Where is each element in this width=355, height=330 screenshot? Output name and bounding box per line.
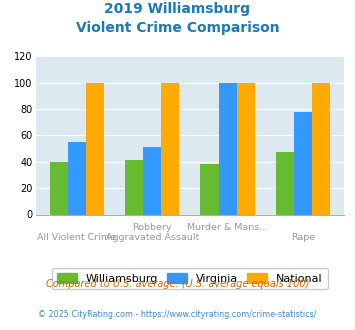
Bar bbox=[219, 82, 237, 214]
Text: Rape: Rape bbox=[291, 233, 315, 242]
Legend: Williamsburg, Virginia, National: Williamsburg, Virginia, National bbox=[51, 268, 328, 289]
Text: Robbery: Robbery bbox=[132, 223, 172, 232]
Bar bbox=[237, 82, 255, 214]
Bar bbox=[143, 147, 161, 214]
Text: Murder & Mans...: Murder & Mans... bbox=[187, 223, 268, 232]
Bar bbox=[276, 152, 294, 214]
Text: Aggravated Assault: Aggravated Assault bbox=[105, 233, 199, 242]
Bar bbox=[294, 112, 312, 214]
Bar bbox=[312, 82, 330, 214]
Text: Compared to U.S. average. (U.S. average equals 100): Compared to U.S. average. (U.S. average … bbox=[46, 279, 309, 289]
Bar bbox=[86, 82, 104, 214]
Text: Violent Crime Comparison: Violent Crime Comparison bbox=[76, 21, 279, 35]
Bar bbox=[68, 142, 86, 214]
Bar bbox=[50, 162, 68, 214]
Bar bbox=[125, 160, 143, 214]
Text: 2019 Williamsburg: 2019 Williamsburg bbox=[104, 2, 251, 16]
Text: © 2025 CityRating.com - https://www.cityrating.com/crime-statistics/: © 2025 CityRating.com - https://www.city… bbox=[38, 310, 317, 319]
Bar bbox=[161, 82, 179, 214]
Text: All Violent Crime: All Violent Crime bbox=[37, 233, 116, 242]
Bar bbox=[201, 164, 219, 214]
